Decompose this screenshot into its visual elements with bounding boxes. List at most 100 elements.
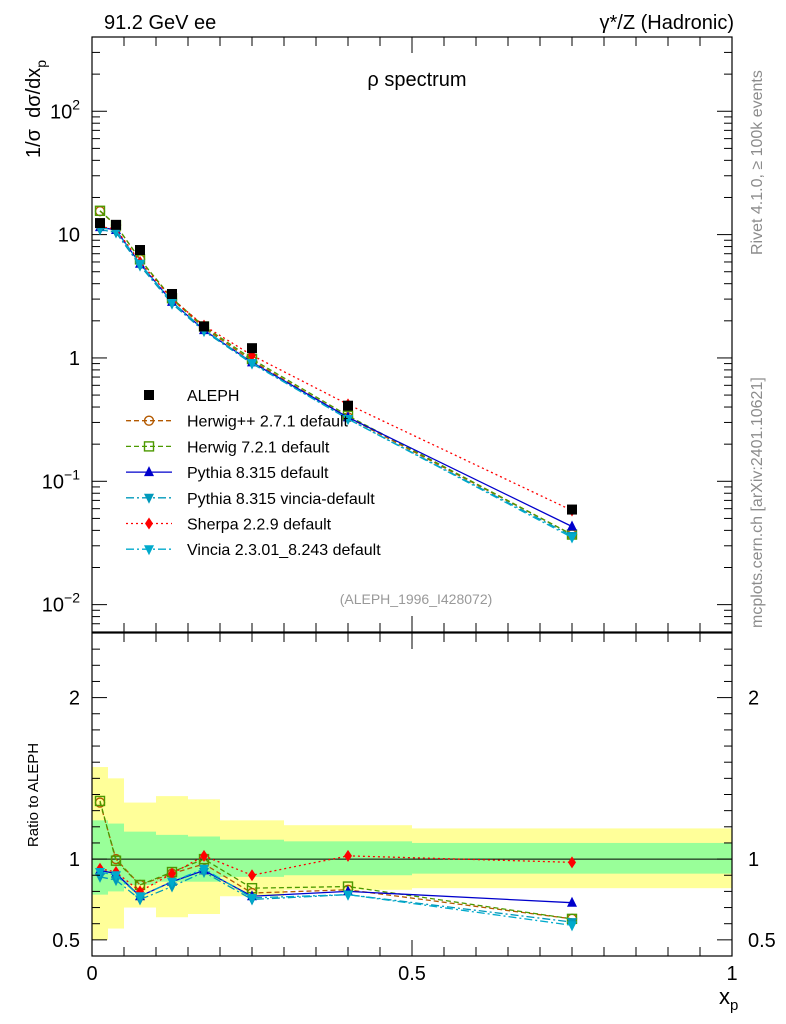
legend-label: Herwig 7.2.1 default — [187, 439, 330, 456]
series-line-pythia — [99, 226, 573, 528]
ratio-line-sherpa — [99, 855, 573, 893]
ratio-point-sherpa — [168, 867, 176, 880]
series-line-sherpa — [99, 226, 573, 512]
ratio-point-herwig7 — [94, 795, 106, 807]
energy-label: 91.2 GeV ee — [104, 12, 216, 34]
series-herwig7 — [94, 205, 578, 540]
series-line-herwig7 — [99, 210, 573, 536]
point-vincia — [567, 533, 577, 544]
ratio-y-tick-label-right: 2 — [748, 688, 759, 710]
y-tick-label: 10−2 — [42, 590, 80, 617]
legend-label: Sherpa 2.2.9 default — [187, 517, 332, 534]
legend-entry-vincia: Vincia 2.3.01_8.243 default — [126, 542, 381, 559]
series-aleph — [95, 218, 577, 515]
ratio-point-vincia — [567, 921, 577, 932]
legend-marker — [144, 493, 154, 504]
ratio-point-pythia — [567, 896, 577, 907]
legend-label: Vincia 2.3.01_8.243 default — [187, 542, 381, 559]
legend-marker — [144, 545, 154, 556]
series-pythia — [95, 221, 577, 531]
y-tick-label: 1 — [69, 348, 80, 370]
ratio-point-sherpa — [200, 849, 208, 862]
y-axis-title: 1/σ dσ/dxp — [23, 60, 49, 158]
y-tick-label: 10 — [58, 225, 80, 247]
ratio-point-sherpa — [344, 849, 352, 862]
data-point-aleph — [247, 343, 257, 354]
ratio-y-tick-label-right: 1 — [748, 849, 759, 871]
series-line-vincia — [99, 226, 573, 539]
main-y-tick-labels: 102 10 1 10−1 10−2 — [42, 96, 80, 616]
ratio-point-sherpa — [248, 869, 256, 882]
data-point-aleph — [167, 288, 177, 299]
svg-text:1/σ dσ/dxp: 1/σ dσ/dxp — [23, 60, 49, 158]
ratio-point-vincia — [247, 893, 257, 904]
point-herwig7 — [94, 205, 106, 216]
ratio-point-vincia — [95, 868, 105, 879]
ratio-y-tick-label: 1 — [69, 849, 80, 871]
ratio-point-vincia — [135, 892, 145, 903]
x-tick-label: 0.5 — [398, 963, 426, 985]
ratio-uncertainty-bands — [92, 767, 732, 940]
y-tick-label: 102 — [50, 96, 80, 123]
legend-entry-pythia: Pythia 8.315 default — [126, 465, 329, 482]
legend-entry-herwig7: Herwig 7.2.1 default — [126, 439, 330, 456]
legend: ALEPH Herwig++ 2.7.1 default Herwig 7.2.1 … — [126, 388, 381, 559]
ratio-y-tick-label: 0.5 — [52, 930, 80, 952]
ratio-series-group — [94, 795, 578, 932]
x-tick-label: 1 — [726, 963, 737, 985]
ratio-point-vincia — [343, 890, 353, 901]
analysis-id-label: (ALEPH_1996_I428072) — [340, 591, 493, 607]
legend-entry-sherpa: Sherpa 2.2.9 default — [126, 517, 332, 534]
point-vincia — [135, 259, 145, 270]
ratio-axis-ticks — [91, 632, 733, 957]
band-inner — [92, 820, 108, 895]
ratio-line-vincia — [99, 868, 573, 926]
ratio-panel: 0.5 0.51 12 2 0 0.5 1 Ratio to ALEPH xp — [25, 632, 776, 1014]
ratio-line-pythia_vincia — [99, 871, 573, 923]
legend-entry-aleph: ALEPH — [144, 388, 239, 405]
data-point-aleph — [199, 321, 209, 332]
data-point-aleph — [135, 245, 145, 256]
legend-marker — [144, 390, 154, 400]
legend-marker — [143, 415, 155, 426]
ratio-point-vincia — [167, 877, 177, 888]
legend-marker — [144, 466, 154, 477]
legend-marker — [145, 517, 153, 530]
chart-title: ρ spectrum — [367, 69, 466, 91]
source-label: mcplots.cern.ch [arXiv:2401.10621] — [749, 377, 766, 628]
band-inner — [124, 831, 156, 885]
point-vincia — [343, 414, 353, 425]
process-label: γ*/Z (Hadronic) — [600, 12, 734, 34]
data-point-aleph — [567, 504, 577, 515]
legend-label: ALEPH — [187, 388, 239, 405]
legend-marker — [143, 441, 155, 452]
legend-entry-pythia_vincia: Pythia 8.315 vincia-default — [126, 491, 375, 508]
ratio-series-vincia — [95, 864, 577, 932]
data-point-aleph — [343, 400, 353, 411]
x-axis-title: xp — [719, 984, 738, 1014]
legend-entry-herwigpp: Herwig++ 2.7.1 default — [126, 414, 349, 431]
x-tick-labels: 0 0.5 1 — [86, 963, 737, 985]
main-series-group — [94, 205, 578, 544]
x-tick-label: 0 — [86, 963, 97, 985]
legend-label: Pythia 8.315 default — [187, 465, 329, 482]
point-pythia — [567, 520, 577, 531]
data-point-aleph — [95, 218, 105, 229]
main-axis-ticks — [91, 36, 733, 633]
series-herwigpp — [94, 205, 578, 540]
ratio-y-tick-labels: 0.5 0.5 1 1 2 2 — [52, 688, 776, 952]
ratio-point-sherpa — [568, 856, 576, 869]
rivet-version-label: Rivet 4.1.0, ≥ 100k events — [749, 70, 766, 255]
ratio-point-vincia — [111, 871, 121, 882]
data-point-aleph — [111, 219, 121, 230]
ratio-y-tick-label-right: 0.5 — [748, 930, 776, 952]
y-tick-label: 10−1 — [42, 466, 80, 493]
series-line-herwigpp — [99, 210, 573, 536]
main-panel: 102 10 1 10−1 10−2 ρ spectrum 1/σ dσ/dxp ALE… — [23, 36, 733, 633]
legend-label: Herwig++ 2.7.1 default — [187, 414, 349, 431]
legend-label: Pythia 8.315 vincia-default — [187, 491, 375, 508]
ratio-axis-title: Ratio to ALEPH — [25, 743, 42, 847]
svg-text:xp: xp — [719, 984, 738, 1014]
ratio-point-vincia — [199, 864, 209, 875]
